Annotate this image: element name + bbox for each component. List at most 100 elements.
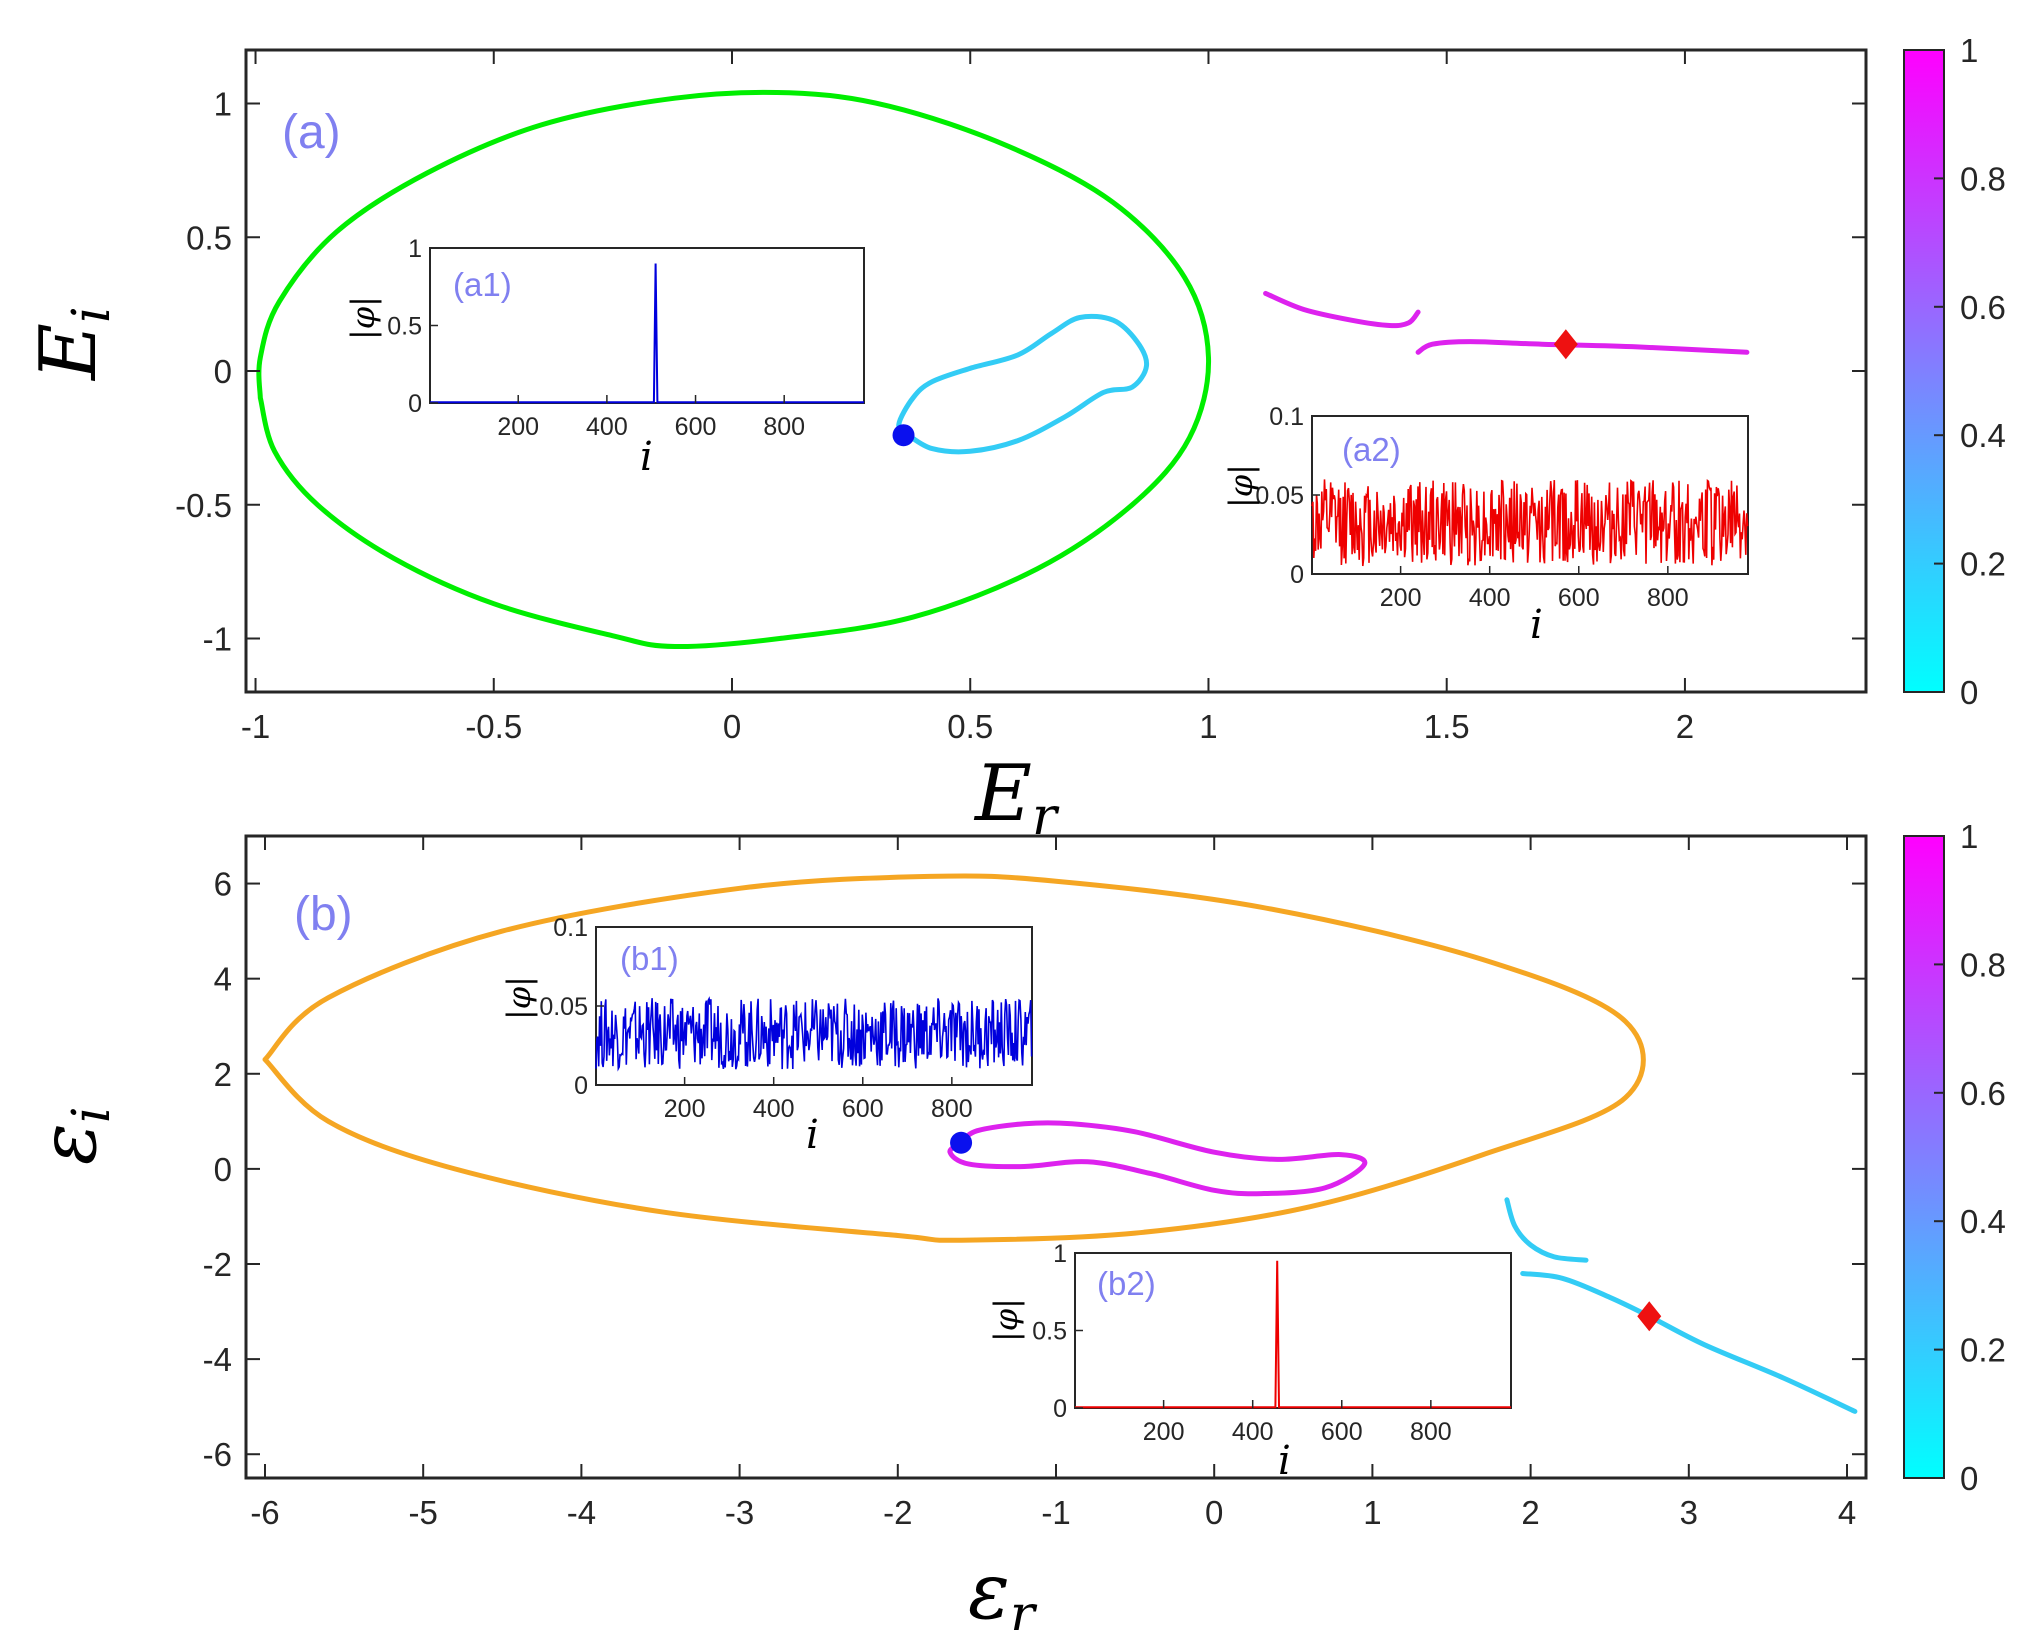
- inset-a2-label: (a2): [1342, 431, 1401, 468]
- panel-b-y-tick-label: 4: [214, 961, 232, 998]
- panel-a-colorbar-tick-label: 0: [1960, 674, 1978, 711]
- panel-b-colorbar-tick-label: 0.4: [1960, 1203, 2006, 1240]
- panel-a-colorbar: 0 0.2 0.4 0.6 0.8 1: [1903, 32, 2006, 711]
- panel-b-colorbar-ticks: 0 0.2 0.4 0.6 0.8 1: [1934, 818, 2006, 1497]
- inset-a1: 200 400 600 800 0 0.5 1 (a1) |φ| i: [344, 235, 865, 480]
- panel-a-marker-circle: [892, 424, 915, 447]
- panel-a-colorbar-tick-label: 1: [1960, 32, 1978, 69]
- panel-a-colorbar-tick-label: 0.8: [1960, 160, 2006, 197]
- inset-a1-ticks: 200 400 600 800 0 0.5 1: [387, 235, 805, 441]
- inset-b2-plot-area: [1074, 1252, 1512, 1409]
- panel-b-series-2: [947, 1120, 1368, 1197]
- inset-b1-x-axis-title: i: [806, 1112, 819, 1158]
- panel-b-x-ticks: -6 -5 -4 -3 -2 -1 0 1 2 3 4: [250, 836, 1856, 1531]
- inset-b2-y-tick-label: 0: [1053, 1395, 1067, 1423]
- inset-b2-y-tick-label: 0.5: [1032, 1318, 1067, 1346]
- inset-a1-line: [430, 263, 864, 404]
- panel-b-x-tick-label: -4: [567, 1494, 596, 1531]
- panel-a-y-tick-label: 0.5: [186, 219, 232, 256]
- inset-a1-x-tick-label: 200: [497, 413, 539, 441]
- panel-a-y-tick-label: -1: [203, 621, 232, 658]
- inset-b1-x-tick-label: 400: [753, 1095, 795, 1123]
- panel-b-marker-circle: [950, 1131, 973, 1154]
- panel-a-series-2: [896, 313, 1150, 455]
- inset-b2-x-tick-label: 400: [1232, 1418, 1274, 1446]
- panel-a-x-axis-title: Er: [973, 749, 1060, 847]
- inset-a2-x-tick-label: 800: [1647, 584, 1689, 612]
- panel-b-y-tick-label: -6: [203, 1436, 232, 1473]
- panel-b-colorbar-tick-label: 0.8: [1960, 946, 2006, 983]
- inset-b1: 200 400 600 800 0 0.05 0.1 (b1) |φ| i: [500, 914, 1033, 1158]
- inset-b1-y-tick-label: 0.05: [539, 993, 588, 1021]
- panel-a-colorbar-tick-label: 0.2: [1960, 546, 2006, 583]
- panel-b-colorbar-tick-label: 0: [1960, 1460, 1978, 1497]
- panel-b-y-tick-label: 6: [214, 866, 232, 903]
- inset-b1-y-tick-label: 0: [574, 1072, 588, 1100]
- inset-a2-y-tick-label: 0: [1290, 561, 1304, 589]
- inset-a2-x-axis-title: i: [1530, 602, 1543, 648]
- inset-a2-y-tick-label: 0.05: [1255, 482, 1304, 510]
- panel-b: -6 -5 -4 -3 -2 -1 0 1 2 3 4 -6 -4 -2 0 2 4 6 (b) εr εi 2…: [24, 818, 2006, 1630]
- panel-a-x-tick-label: -1: [241, 708, 270, 745]
- panel-b-x-tick-label: 0: [1205, 1494, 1223, 1531]
- inset-b1-x-tick-label: 200: [664, 1095, 706, 1123]
- panel-b-y-tick-label: -2: [203, 1246, 232, 1283]
- inset-b1-x-tick-label: 600: [842, 1095, 884, 1123]
- panel-a-colorbar-tick-label: 0.6: [1960, 289, 2006, 326]
- panel-a-series-layer: [256, 89, 1750, 650]
- inset-b2-y-axis-title: |φ|: [987, 1298, 1025, 1342]
- inset-b1-y-tick-label: 0.1: [553, 914, 588, 942]
- inset-b2-y-tick-label: 1: [1053, 1240, 1067, 1268]
- panel-b-label: (b): [294, 888, 353, 941]
- panel-b-plot-area: [244, 834, 1868, 1480]
- panel-a-x-tick-label: -0.5: [465, 708, 522, 745]
- panel-a-marker-diamond: [1553, 329, 1578, 360]
- panel-b-colorbar-tick-label: 0.6: [1960, 1075, 2006, 1112]
- panel-b-x-axis-title: εr: [968, 1547, 1038, 1630]
- inset-b2-x-tick-label: 200: [1143, 1418, 1185, 1446]
- panel-b-series-3: [1504, 1197, 1589, 1263]
- inset-b1-x-tick-label: 800: [931, 1095, 973, 1123]
- panel-a-x-tick-label: 2: [1676, 708, 1694, 745]
- panel-b-colorbar-tick-label: 0.2: [1960, 1332, 2006, 1369]
- inset-a2-y-tick-label: 0.1: [1269, 403, 1304, 431]
- inset-b2: 200 400 600 800 0 0.5 1 (b2) |φ| i: [987, 1240, 1512, 1484]
- panel-b-y-tick-label: -4: [203, 1341, 232, 1378]
- panel-b-x-tick-label: 2: [1521, 1494, 1539, 1531]
- panel-a-series-3: [1263, 290, 1421, 329]
- inset-b2-x-tick-label: 800: [1410, 1418, 1452, 1446]
- panel-a-label: (a): [282, 106, 341, 159]
- inset-b2-x-axis-title: i: [1278, 1438, 1291, 1484]
- panel-a-y-tick-label: 0: [214, 353, 232, 390]
- inset-b1-label: (b1): [620, 940, 679, 977]
- panel-a-series-4: [1415, 339, 1750, 355]
- panel-b-x-tick-label: 3: [1680, 1494, 1698, 1531]
- panel-b-x-tick-label: -2: [883, 1494, 912, 1531]
- inset-a2-x-tick-label: 600: [1558, 584, 1600, 612]
- panel-a-colorbar-ticks: 0 0.2 0.4 0.6 0.8 1: [1934, 32, 2006, 711]
- panel-a-x-tick-label: 1: [1199, 708, 1217, 745]
- panel-b-x-tick-label: 1: [1363, 1494, 1381, 1531]
- panel-a-y-tick-label: 1: [214, 86, 232, 123]
- inset-b2-ticks: 200 400 600 800 0 0.5 1: [1032, 1240, 1451, 1446]
- panel-a-colorbar-gradient: [1903, 49, 1945, 693]
- panel-a-marker-layer: [892, 329, 1578, 447]
- inset-a1-y-tick-label: 1: [408, 235, 422, 263]
- inset-a2-line: [1311, 478, 1749, 567]
- panel-a-y-tick-label: -0.5: [175, 487, 232, 524]
- panel-b-colorbar-gradient: [1903, 835, 1945, 1479]
- inset-a2-ticks: 200 400 600 800 0 0.05 0.1: [1255, 403, 1688, 612]
- inset-b1-line: [595, 996, 1033, 1072]
- inset-b2-x-tick-label: 600: [1321, 1418, 1363, 1446]
- panel-b-y-tick-label: 0: [214, 1151, 232, 1188]
- panel-b-y-axis-title: εi: [24, 1107, 122, 1166]
- panel-a-series-1: [256, 89, 1212, 650]
- panel-a: -1 -0.5 0 0.5 1 1.5 2 -1 -0.5 0 0.5 1 (a) Er Ei 20…: [24, 32, 2006, 847]
- panel-b-series-1: [262, 873, 1646, 1243]
- panel-b-x-tick-label: -6: [250, 1494, 279, 1531]
- inset-a1-x-tick-label: 800: [763, 413, 805, 441]
- panel-b-colorbar: 0 0.2 0.4 0.6 0.8 1: [1903, 818, 2006, 1497]
- inset-a2-y-axis-title: |φ|: [1222, 464, 1260, 508]
- inset-a2-x-tick-label: 400: [1469, 584, 1511, 612]
